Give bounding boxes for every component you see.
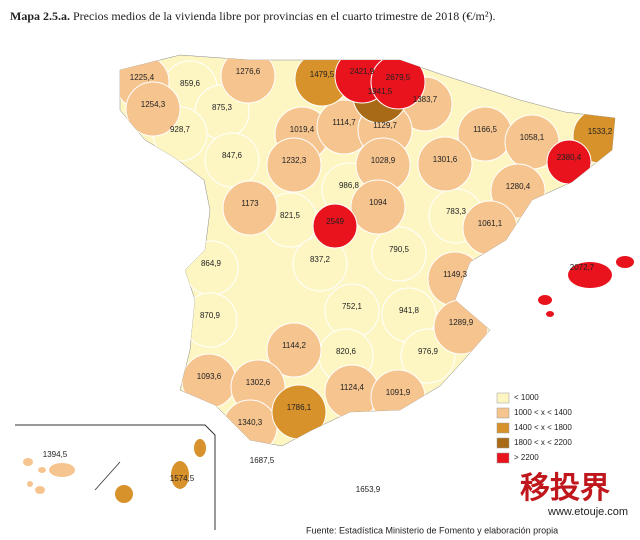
canary-divider (94, 461, 121, 491)
province-value: 1340,3 (238, 418, 263, 427)
island (23, 458, 33, 466)
island (115, 485, 133, 503)
province-value: 1058,1 (520, 133, 545, 142)
island (546, 311, 554, 317)
island (38, 467, 46, 473)
province (266, 137, 322, 193)
labels: 1225,4 859,6 1276,6 1479,5 2421,9 2679,5 1941,… (43, 67, 613, 494)
legend-swatch (496, 437, 510, 449)
province-value: 1094 (369, 198, 387, 207)
province (370, 55, 426, 110)
legend-label: 1000 < x < 1400 (514, 408, 572, 417)
province-value: 1149,3 (443, 270, 467, 279)
province-value: 752,1 (342, 302, 363, 311)
province-value: 1254,3 (141, 100, 166, 109)
legend-swatch (496, 422, 510, 434)
province-value: 1574,5 (170, 474, 195, 483)
island (27, 481, 33, 487)
legend-label: 1800 < x < 2200 (514, 438, 572, 447)
legend-swatch (496, 392, 510, 404)
province-value: 2421,9 (350, 67, 375, 76)
island (194, 439, 206, 457)
province-value: 870,9 (200, 311, 221, 320)
province-value: 1394,5 (43, 450, 68, 459)
province (312, 203, 358, 249)
province (266, 322, 322, 378)
islands (23, 256, 634, 503)
source: Fuente: Estadística Ministerio de Foment… (306, 525, 558, 535)
province (125, 81, 181, 137)
province (350, 179, 406, 235)
province-value: 1124,4 (340, 383, 364, 392)
province-value: 1061,1 (478, 219, 503, 228)
island (35, 486, 45, 494)
province-value: 864,9 (201, 259, 222, 268)
province-value: 1091,9 (386, 388, 411, 397)
province-value: 1114,7 (332, 118, 356, 127)
watermark-url: www.etouje.com (547, 506, 628, 518)
island (171, 461, 189, 489)
province-value: 1129,7 (373, 121, 397, 130)
province-value: 1280,4 (506, 182, 531, 191)
province-value: 1232,3 (282, 156, 307, 165)
province-value: 976,9 (418, 347, 439, 356)
province-value: 820,6 (336, 347, 357, 356)
province-value: 1093,6 (197, 372, 222, 381)
province (222, 180, 278, 236)
province (204, 132, 260, 188)
legend-swatch (496, 452, 510, 464)
watermark-logo: 移投界 (520, 472, 610, 505)
province-value: 1028,9 (371, 156, 396, 165)
province-value: 1225,4 (130, 73, 155, 82)
province-value: 1301,6 (433, 155, 458, 164)
province-value: 1941,5 (368, 87, 393, 96)
province-value: 847,6 (222, 151, 243, 160)
legend: < 1000 1000 < x < 1400 1400 < x < 1800 1800… (496, 392, 572, 464)
island (568, 262, 612, 288)
province-value: 1144,2 (282, 341, 306, 350)
province-value: 1786,1 (287, 403, 312, 412)
province-value: 859,6 (180, 79, 201, 88)
island (616, 256, 634, 268)
province-value: 2072,7 (570, 263, 595, 272)
province-value: 1383,7 (413, 95, 438, 104)
title: Mapa 2.5.a. Precios medios de la viviend… (10, 9, 495, 23)
province-value: 821,5 (280, 211, 301, 220)
provinces (120, 55, 615, 446)
canary-frame (15, 424, 216, 530)
province (220, 55, 276, 104)
legend-label: 1400 < x < 1800 (514, 423, 572, 432)
province (371, 226, 427, 282)
province-value: 928,7 (170, 125, 191, 134)
title-text: Precios medios de la vivienda libre por … (73, 9, 495, 23)
province-value: 1533,2 (588, 127, 613, 136)
province-value: 783,3 (446, 207, 467, 216)
island (538, 295, 552, 305)
province-value: 790,5 (389, 245, 410, 254)
province-value: 875,3 (212, 103, 233, 112)
province-value: 1479,5 (310, 70, 335, 79)
title-label: Mapa 2.5.a. (10, 9, 70, 23)
province-value: 1289,9 (449, 318, 474, 327)
province-value: 986,8 (339, 181, 360, 190)
province (417, 136, 473, 192)
province-value: 2679,5 (386, 73, 411, 82)
legend-box (492, 388, 587, 480)
province-value: 2549 (326, 217, 344, 226)
province-value: 1019,4 (290, 125, 315, 134)
province-value: 1276,6 (236, 67, 261, 76)
province-value: 1653,9 (356, 485, 381, 494)
province-value: 2380,4 (557, 153, 582, 162)
legend-label: < 1000 (514, 393, 539, 402)
province-value: 1302,6 (246, 378, 271, 387)
province-value: 1687,5 (250, 456, 275, 465)
legend-swatch (496, 407, 510, 419)
province-value: 1173 (241, 199, 259, 208)
province-value: 837,2 (310, 255, 331, 264)
island (49, 463, 75, 477)
province-value: 1166,5 (473, 125, 497, 134)
province-value: 941,8 (399, 306, 420, 315)
legend-label: > 2200 (514, 453, 539, 462)
